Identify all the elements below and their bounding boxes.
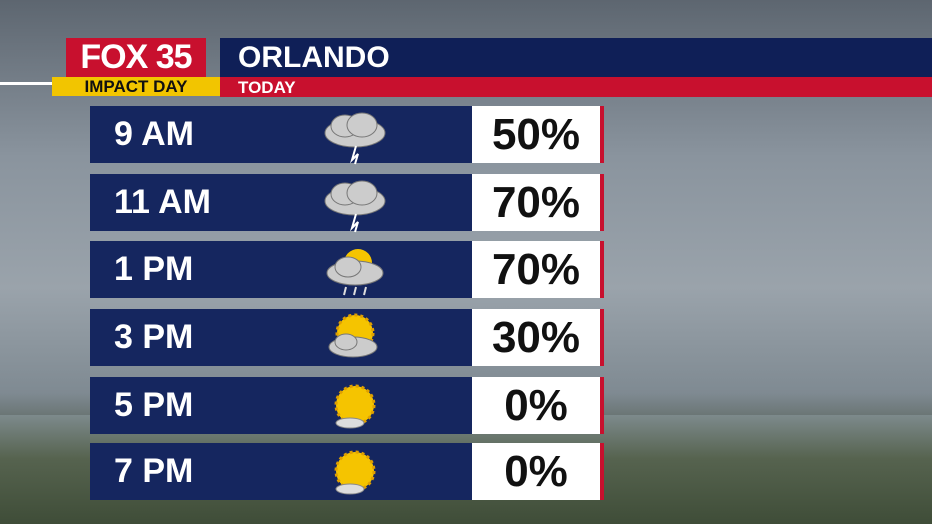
time: 7 PM <box>90 443 472 500</box>
row: 5 PM 0% <box>90 377 604 434</box>
partly-sunny-icon <box>328 313 378 358</box>
chance: 0% <box>472 377 600 434</box>
chance: 70% <box>472 241 600 298</box>
time: 11 AM <box>90 174 472 231</box>
chance: 50% <box>472 106 600 163</box>
storm-icon <box>324 180 386 233</box>
time: 1 PM <box>90 241 472 298</box>
period: TODAY <box>220 77 932 97</box>
time: 9 AM <box>90 106 472 163</box>
mostly-sunny-icon <box>334 384 376 429</box>
accent <box>600 174 604 231</box>
time: 5 PM <box>90 377 472 434</box>
row: 11 AM 70% <box>90 174 604 233</box>
storm-icon <box>324 112 386 165</box>
location: ORLANDO <box>220 38 932 77</box>
row: 7 PM 0% <box>90 443 604 500</box>
chance: 0% <box>472 443 600 500</box>
badge: IMPACT DAY <box>52 77 220 96</box>
accent <box>600 443 604 500</box>
accent <box>600 241 604 298</box>
row: 3 PM 30% <box>90 309 604 366</box>
accent <box>600 106 604 163</box>
chance: 30% <box>472 309 600 366</box>
time: 3 PM <box>90 309 472 366</box>
rain-sun-icon <box>326 249 384 296</box>
mostly-sunny-icon <box>334 450 376 495</box>
accent <box>600 309 604 366</box>
accent <box>600 377 604 434</box>
logo: FOX 35 <box>66 38 206 77</box>
chance: 70% <box>472 174 600 231</box>
row: 9 AM 50% <box>90 106 604 165</box>
row: 1 PM 70% <box>90 241 604 298</box>
rule <box>0 82 52 85</box>
